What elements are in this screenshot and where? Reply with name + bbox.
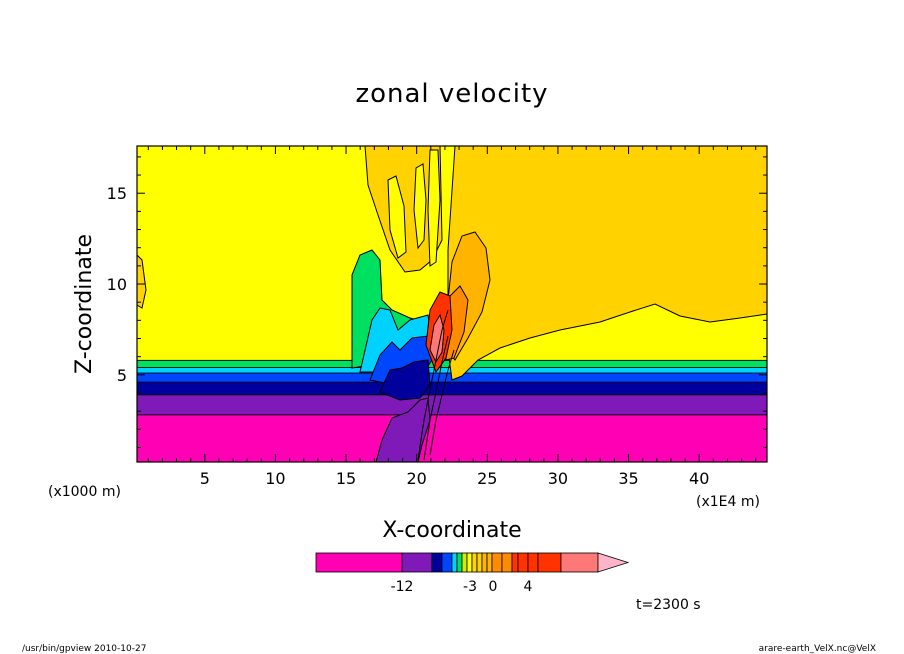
contour-band — [137, 414, 767, 462]
contour-region-orange-right — [447, 146, 767, 381]
x-tick-label: 25 — [477, 469, 497, 488]
x-unit-right: (x1E4 m) — [696, 494, 760, 510]
colorbar-segment — [431, 552, 443, 573]
y-tick-labels: 5 10 15 — [107, 184, 127, 385]
contour-yellow-streak-2 — [413, 163, 427, 250]
colorbar-segment — [401, 552, 433, 573]
contour-left-edge-orange — [137, 254, 147, 309]
colorbar-label: 0 — [489, 579, 498, 595]
x-tick-label: 35 — [618, 469, 638, 488]
colorbar-segment — [476, 552, 483, 573]
colorbar-segment — [441, 552, 453, 573]
footer-left: /usr/bin/gpview 2010-10-27 — [22, 644, 146, 654]
colorbar-segment — [461, 552, 468, 573]
contour-darkblue-plume — [379, 359, 431, 401]
y-axis-label: Z-coordinate — [72, 234, 97, 374]
colorbar-segment — [511, 552, 519, 573]
colorbar-segment — [491, 552, 503, 573]
colorbar-segment — [560, 552, 599, 573]
colorbar-segment — [527, 552, 539, 573]
y-tick-label: 10 — [107, 275, 127, 294]
colorbar-label: -3 — [463, 579, 477, 595]
contour-purple-plume — [375, 397, 431, 462]
x-tick-label: 10 — [265, 469, 285, 488]
colorbar-segment — [471, 552, 478, 573]
contour-yellow-streak-3 — [427, 149, 441, 267]
plot-area — [137, 146, 767, 462]
contour-steep-lines — [417, 309, 455, 461]
colorbar-arrow — [597, 552, 630, 573]
plot-frame — [136, 145, 768, 463]
colorbar-label: -12 — [391, 579, 414, 595]
colorbar-segment — [315, 552, 403, 573]
colorbar — [315, 552, 630, 573]
colorbar-segment — [451, 552, 458, 573]
x-unit-left: (x1000 m) — [48, 484, 121, 500]
colorbar-segment — [517, 552, 529, 573]
y-tick-label: 15 — [107, 184, 127, 203]
colorbar-segment — [537, 552, 562, 573]
time-label: t=2300 s — [636, 597, 701, 613]
x-tick-label: 30 — [548, 469, 568, 488]
x-tick-label: 15 — [336, 469, 356, 488]
footer-right: arare-earth_VelX.nc@VelX — [759, 644, 876, 654]
colorbar-segment — [456, 552, 463, 573]
x-tick-labels: 5 10 15 20 25 30 35 40 — [200, 469, 710, 488]
x-tick-label: 40 — [689, 469, 709, 488]
contour-yellow-streak-1 — [387, 175, 407, 259]
axis-ticks — [137, 146, 767, 462]
colorbar-segment — [501, 552, 513, 573]
colorbar-segment — [481, 552, 488, 573]
x-tick-label: 20 — [407, 469, 427, 488]
contour-band — [137, 381, 767, 396]
x-tick-label: 5 — [200, 469, 210, 488]
y-tick-label: 5 — [117, 366, 127, 385]
colorbar-segment — [486, 552, 493, 573]
colorbar-segment — [466, 552, 473, 573]
x-axis-label: X-coordinate — [382, 518, 521, 543]
contour-band — [137, 394, 767, 416]
colorbar-label: 4 — [524, 579, 533, 595]
chart-title: zonal velocity — [355, 79, 548, 109]
